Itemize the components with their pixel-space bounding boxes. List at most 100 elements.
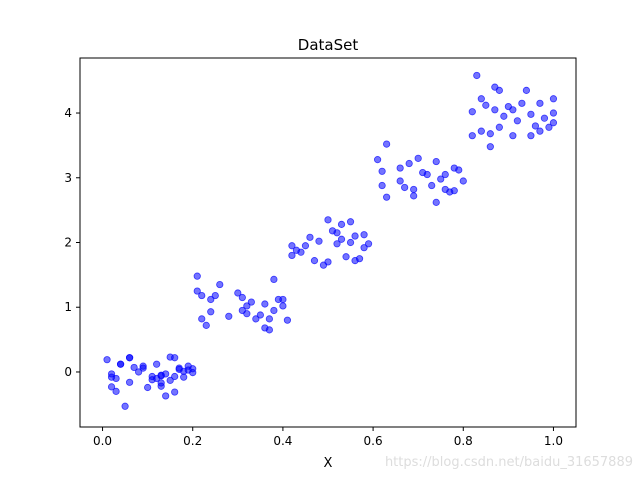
data-point — [153, 360, 161, 368]
data-point — [211, 291, 219, 300]
data-point — [162, 392, 170, 400]
x-tick-label: 0.4 — [273, 434, 292, 448]
data-point — [288, 251, 296, 260]
data-point — [279, 302, 287, 310]
data-point — [518, 99, 526, 107]
y-tick-label: 2 — [64, 236, 72, 250]
data-point — [171, 388, 179, 396]
data-point — [351, 232, 359, 240]
data-point — [265, 315, 273, 323]
data-point — [288, 242, 296, 250]
data-point — [495, 123, 503, 131]
x-tick-label: 0.8 — [454, 434, 473, 448]
data-point — [256, 311, 264, 319]
data-point — [401, 183, 409, 192]
y-tick-label: 1 — [64, 300, 72, 314]
data-point — [162, 370, 170, 378]
data-point — [166, 376, 174, 384]
data-point — [549, 119, 558, 127]
data-point — [346, 218, 355, 226]
data-point — [198, 315, 206, 323]
data-point — [468, 132, 476, 140]
x-tick-label: 0.6 — [364, 434, 383, 448]
data-point — [423, 170, 431, 179]
data-point — [459, 177, 467, 185]
data-point — [247, 298, 255, 306]
data-point — [428, 181, 436, 190]
data-point — [121, 402, 129, 410]
data-point — [468, 108, 476, 116]
data-point — [441, 170, 449, 179]
data-point — [279, 295, 287, 304]
data-point — [477, 127, 485, 135]
data-point — [509, 132, 517, 140]
data-point — [495, 86, 503, 94]
data-point — [405, 159, 413, 168]
data-point — [144, 383, 152, 392]
data-point — [378, 181, 386, 190]
data-point — [310, 257, 319, 265]
data-point — [306, 233, 314, 241]
data-point — [234, 289, 242, 297]
x-axis: 0.0 0.2 0.4 0.6 0.8 1.0 — [93, 427, 563, 448]
data-point — [216, 280, 224, 289]
data-point — [243, 310, 251, 318]
x-tick-label: 1.0 — [544, 434, 563, 448]
data-point — [500, 112, 508, 120]
x-axis-label: X — [324, 456, 333, 471]
data-point — [198, 291, 206, 300]
points-layer — [103, 71, 558, 410]
data-point — [333, 240, 341, 248]
data-point — [126, 354, 134, 362]
data-point — [432, 198, 440, 206]
data-point — [238, 293, 246, 302]
data-point — [540, 114, 549, 122]
data-point — [103, 356, 111, 364]
data-point — [193, 272, 201, 280]
data-point — [283, 316, 292, 324]
data-point — [193, 287, 201, 295]
data-point — [513, 117, 521, 125]
data-point — [396, 177, 404, 185]
data-point — [342, 253, 350, 261]
data-point — [360, 244, 368, 252]
data-point — [337, 235, 346, 243]
data-point — [252, 315, 260, 323]
data-point — [527, 132, 535, 140]
data-point — [473, 71, 481, 80]
data-point — [324, 216, 332, 224]
data-point — [265, 326, 273, 334]
data-point — [545, 123, 553, 131]
data-point — [491, 106, 499, 114]
chart-title: DataSet — [298, 36, 359, 54]
data-point — [337, 220, 346, 228]
data-point — [207, 295, 215, 304]
data-point — [378, 167, 386, 175]
data-point — [171, 372, 179, 381]
data-point — [486, 143, 494, 151]
data-point — [189, 365, 197, 373]
data-point — [116, 360, 125, 368]
data-point — [301, 242, 310, 250]
data-point — [410, 192, 418, 200]
watermark-text: https://blog.csdn.net/baidu_31657889 — [385, 455, 633, 470]
data-point — [549, 109, 558, 117]
y-tick-label: 4 — [64, 106, 72, 120]
data-point — [383, 193, 391, 201]
data-point — [270, 275, 278, 283]
data-point — [360, 231, 368, 239]
data-point — [139, 364, 147, 372]
data-point — [112, 374, 120, 383]
data-point — [270, 306, 278, 315]
x-tick-label: 0.0 — [93, 434, 112, 448]
data-point — [107, 383, 116, 391]
data-point — [549, 95, 558, 103]
data-point — [135, 368, 143, 376]
data-point — [333, 229, 341, 237]
data-point — [373, 156, 382, 164]
data-point — [130, 363, 138, 372]
data-point — [410, 185, 418, 194]
data-point — [437, 175, 445, 183]
y-tick-label: 3 — [64, 171, 72, 185]
data-point — [531, 122, 540, 130]
